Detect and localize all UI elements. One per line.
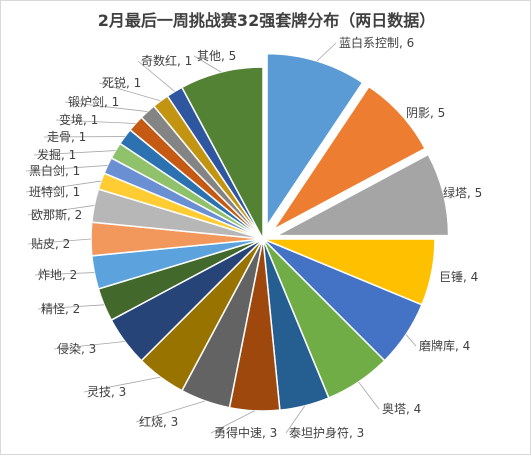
slice-label: 巨锤, 4 — [439, 269, 478, 284]
slice-label: 精怪, 2 — [41, 302, 80, 316]
slice-label: 贴皮, 2 — [31, 237, 70, 251]
slice-label: 班特剑, 1 — [29, 184, 80, 199]
leader-line — [359, 382, 379, 409]
slice-label: 勇得中速, 3 — [214, 425, 277, 440]
slice-label: 锻炉剑, 1 — [68, 94, 119, 109]
leader-line — [406, 335, 416, 346]
slice-label: 黑白剑, 1 — [29, 163, 80, 178]
slice-label: 发掘, 1 — [37, 147, 76, 162]
slice-label: 奥塔, 4 — [382, 402, 421, 416]
slice-label: 死锐, 1 — [102, 76, 141, 90]
slice-label: 红烧, 3 — [139, 414, 178, 429]
slice-label: 绿塔, 5 — [443, 185, 482, 200]
slice-label: 走骨, 1 — [47, 130, 86, 144]
slice-label: 蓝白系控制, 6 — [339, 35, 414, 50]
slice-label: 炸地, 2 — [38, 268, 77, 282]
slice-label: 磨牌库, 4 — [419, 338, 470, 353]
slice-label: 奇数红, 1 — [141, 53, 192, 68]
leader-line — [317, 43, 336, 61]
slice-label: 阴影, 5 — [406, 106, 445, 120]
slice-label: 其他, 5 — [197, 49, 236, 63]
slice-label: 变境, 1 — [59, 112, 98, 127]
slice-label: 泰坦护身符, 3 — [289, 425, 364, 440]
slice-label: 灵技, 3 — [87, 385, 126, 399]
slice-label: 侵染, 3 — [57, 341, 96, 356]
slice-label: 欧那斯, 2 — [31, 208, 82, 222]
